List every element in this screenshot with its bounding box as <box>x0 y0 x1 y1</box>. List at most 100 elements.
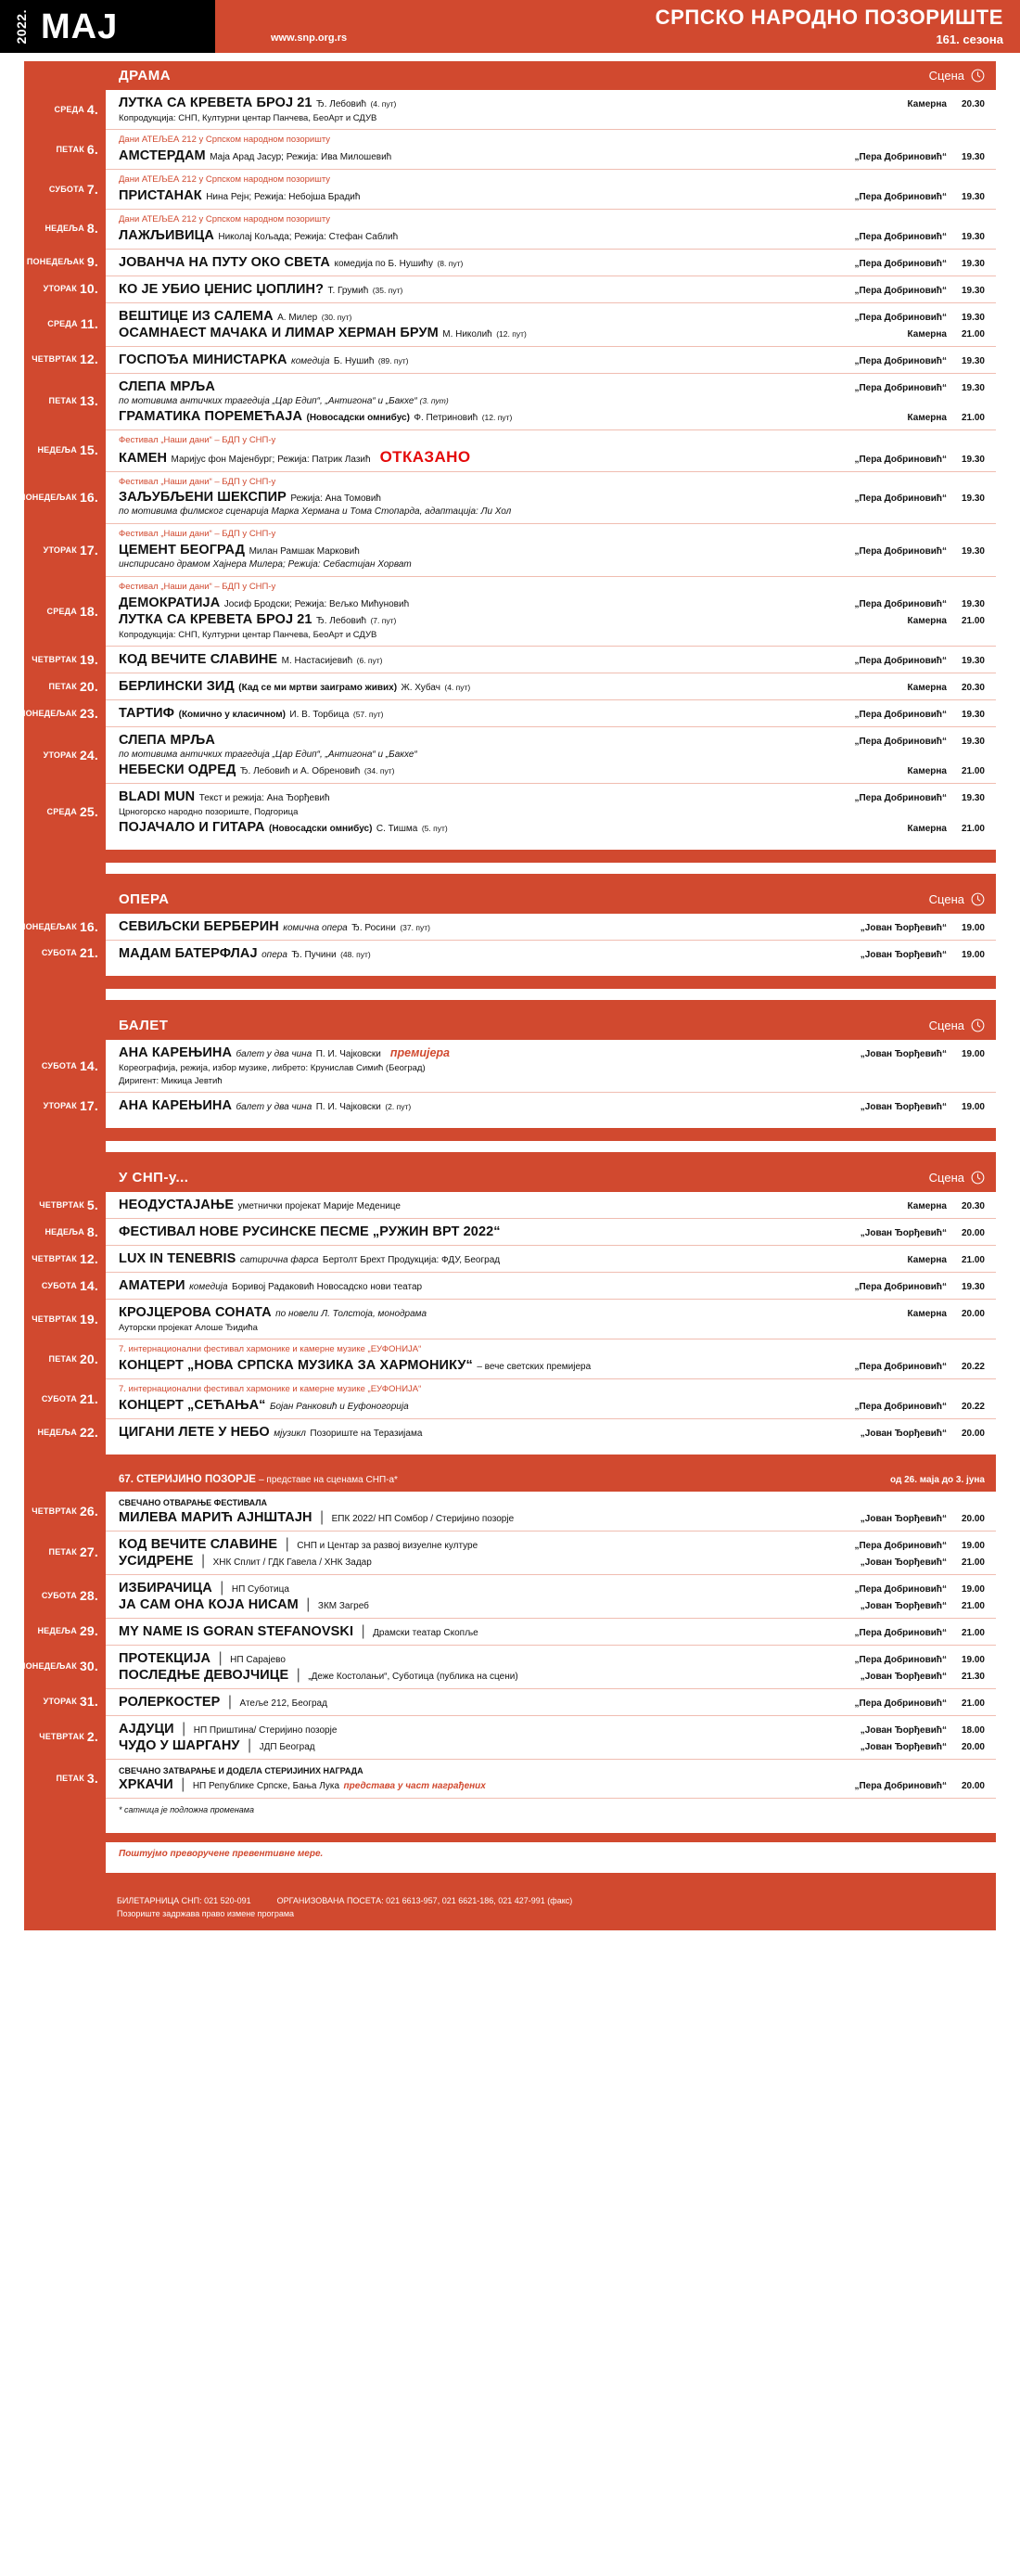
stage-name: „Пера Добриновић“ <box>854 152 947 163</box>
event: MY NAME IS GORAN STEFANOVSKI | Драмски т… <box>119 1623 985 1640</box>
event-title: АНА КАРЕЊИНА <box>119 1098 233 1114</box>
spacer <box>24 839 996 863</box>
performance-count: (89. пут) <box>377 355 409 365</box>
section-title: ОПЕРА <box>119 891 170 907</box>
row-content: LUX IN TENEBRIS сатирична фарса Бертолт … <box>106 1245 996 1273</box>
row-content: Дани АТЕЉЕА 212 у Српском народном позор… <box>106 169 996 209</box>
event-venue-time: „Пера Добриновић“ 19.30 <box>845 710 985 720</box>
row-content: Дани АТЕЉЕА 212 у Српском народном позор… <box>106 208 996 249</box>
event-venue-time: Камерна 20.00 <box>899 1309 985 1319</box>
poster-header: 2022. МАЈ СРПСКО НАРОДНО ПОЗОРИШТЕ www.s… <box>0 0 1020 53</box>
day-number: 6. <box>86 141 98 157</box>
day-number: 16. <box>79 918 98 934</box>
event: ЧУДО У ШАРГАНУ | ЈДП Београд „Јован Ђорђе… <box>119 1737 985 1754</box>
row-content: ПРОТЕКЦИЈА | НП Сарајево „Пера Добриновић… <box>106 1644 996 1688</box>
stage-name: „Пера Добриновић“ <box>854 1282 947 1293</box>
event-venue-time: „Пера Добриновић“ 19.30 <box>845 232 985 242</box>
event-author: Маријус фон Мајенбург; Режија: Патрик Ла… <box>171 454 371 465</box>
date-cell: ПОНЕДЕЉАК 16. <box>19 913 106 940</box>
event-genre: балет у два чина <box>236 1048 312 1059</box>
schedule-row: ПОНЕДЕЉАК 30. ПРОТЕКЦИЈА | НП Сарајево „Пер… <box>19 1644 996 1688</box>
event: СЛЕПА МРЉА „Пера Добриновић“ 19.30 по мотив… <box>119 732 985 762</box>
weekday-label: СУБОТА <box>41 1060 77 1070</box>
event-title: АНА КАРЕЊИНА <box>119 1044 233 1060</box>
website-url[interactable]: www.snp.org.rs <box>271 32 348 45</box>
stage-name: „Пера Добриновић“ <box>854 1654 947 1665</box>
row-content: АЈДУЦИ | НП Приштина/ Стеријино позорје „… <box>106 1714 996 1759</box>
event-title: ЦЕМЕНТ БЕОГРАД <box>119 543 246 558</box>
date-cell: СРЕДА 25. <box>24 783 106 840</box>
performance-count: (7. пут) <box>370 615 397 625</box>
date-cell: СУБОТА 14. <box>24 1039 106 1093</box>
separator: | <box>215 1579 228 1596</box>
weekday-label: СРЕДА <box>46 606 77 616</box>
event-line: ЛАЖЉИВИЦА Николај Кољада; Режија: Стефан… <box>119 227 985 244</box>
scene-text: Сцена <box>928 1018 964 1032</box>
stage-name: „Јован Ђорђевић“ <box>860 1741 947 1752</box>
event-author: уметнички пројекат Марије Меденице <box>237 1201 401 1212</box>
row-content: АНА КАРЕЊИНА балет у два чина П. И. Чајк… <box>106 1092 996 1120</box>
event-description: по мотивима античких трагедија „Цар Едип… <box>119 750 417 761</box>
date-cell: ЧЕТВРТАК 12. <box>24 1245 106 1273</box>
event-main: ХРКАЧИ | НП Републике Српске, Бања Лука … <box>119 1776 845 1793</box>
poster-footer: БИЛЕТАРНИЦА СНП: 021 520-091 ОРГАНИЗОВАН… <box>24 1888 996 1931</box>
event-venue-time: Камерна 21.00 <box>899 1255 985 1265</box>
event-venue-time: „Пера Добриновић“ 19.30 <box>845 546 985 557</box>
event-title: ПОЈАЧАЛО И ГИТАРА <box>119 819 265 835</box>
event: ИЗБИРАЧИЦА | НП Суботица „Пера Добриновић… <box>119 1580 985 1596</box>
event-main: ТАРТИФ (Комично у класичном) И. В. Торби… <box>119 705 845 722</box>
event: КО ЈЕ УБИО ЏЕНИС ЏОПЛИН? Т. Грумић (35. … <box>119 281 985 298</box>
year-label: 2022. <box>14 8 29 45</box>
event-venue-time: Камерна 21.00 <box>899 616 985 626</box>
event-line: СЛЕПА МРЉА „Пера Добриновић“ 19.30 <box>119 732 985 749</box>
event-author: М. Николић <box>442 328 492 340</box>
event-time: 20.22 <box>961 1362 985 1373</box>
date-cell: ПОНЕДЕЉАК 9. <box>24 248 106 276</box>
weekday-label: НЕДЕЉА <box>37 1427 77 1437</box>
covid-notice: Поштујмо преворучене превентивне мере. <box>119 1849 324 1860</box>
event-author: Николај Кољада; Режија: Стефан Саблић <box>218 231 399 242</box>
event-venue-time: „Пера Добриновић“ 19.30 <box>845 383 985 393</box>
weekday-label: УТОРАК <box>43 284 77 294</box>
event-venue-time: „Пера Добриновић“ 19.30 <box>845 493 985 504</box>
date-cell: ПЕТАК 6. <box>24 129 106 170</box>
day-number: 4. <box>86 102 98 118</box>
event: КОД ВЕЧИТЕ СЛАВИНЕ М. Настасијевић (6. п… <box>119 651 985 668</box>
event-line: ГРАМАТИКА ПОРЕМЕЋАЈА (Новосадски омнибус… <box>119 408 985 425</box>
event-time: 21.00 <box>961 412 985 423</box>
event-subtitle: (Кад се ми мртви заиграмо живих) <box>238 683 398 694</box>
event-line: ЧУДО У ШАРГАНУ | ЈДП Београд „Јован Ђорђе… <box>119 1737 985 1754</box>
date-cell <box>24 884 106 914</box>
scene-text: Сцена <box>928 891 964 906</box>
event-line: МАДАМ БАТЕРФЛАЈ опера Ђ. Пучини (48. пут… <box>119 945 985 962</box>
date-cell <box>24 988 106 1011</box>
event: ЦИГАНИ ЛЕТЕ У НЕБО мјузикл Позориште на … <box>119 1424 985 1441</box>
spacer-content <box>106 1445 996 1455</box>
schedule-row: УТОРАК 10. КО ЈЕ УБИО ЏЕНИС ЏОПЛИН? Т. Гру… <box>24 275 996 302</box>
event-venue-time: Камерна 21.00 <box>899 766 985 776</box>
schedule-row: СРЕДА 11. ВЕШТИЦЕ ИЗ САЛЕМА А. Милер (30. … <box>24 301 996 346</box>
event: LUX IN TENEBRIS сатирична фарса Бертолт … <box>119 1250 985 1267</box>
event-time: 21.00 <box>961 1698 985 1709</box>
event-title: ОСАМНАЕСТ МАЧАКА И ЛИМАР ХЕРМАН БРУМ <box>119 325 439 340</box>
spacer-content <box>106 966 996 976</box>
clock-icon <box>971 892 985 905</box>
event-title: ЈА САМ ОНА КОЈА НИСАМ <box>119 1596 299 1612</box>
event-genre: комична опера <box>283 922 348 933</box>
event-line: АМСТЕРДАМ Маја Арад Јасур; Режија: Ива М… <box>119 147 985 164</box>
event-main: УСИДРЕНЕ | ХНК Сплит / ГДК Гавела / ХНК … <box>119 1553 851 1570</box>
event: ПРОТЕКЦИЈА | НП Сарајево „Пера Добриновић… <box>119 1650 985 1667</box>
stage-name: „Пера Добриновић“ <box>854 1362 947 1373</box>
event: УСИДРЕНЕ | ХНК Сплит / ГДК Гавела / ХНК … <box>119 1553 985 1570</box>
performance-count: (48. пут) <box>340 949 371 959</box>
schedule-row: НЕДЕЉА 8. ФЕСТИВАЛ НОВЕ РУСИНСКЕ ПЕСМЕ „РУ… <box>24 1218 996 1246</box>
performance-count: (34. пут) <box>363 766 395 776</box>
event-main: ИЗБИРАЧИЦА | НП Суботица <box>119 1580 845 1596</box>
event-venue-time: „Пера Добриновић“ 21.00 <box>845 1628 985 1638</box>
event-time: 21.00 <box>961 1600 985 1611</box>
stage-name: „Пера Добриновић“ <box>854 1540 947 1551</box>
event-time: 20.30 <box>961 683 985 694</box>
event-main: НЕОДУСТАЈАЊЕ уметнички пројекат Марије М… <box>119 1197 899 1213</box>
notice-content: Поштујмо преворучене превентивне мере. <box>106 1842 996 1866</box>
date-cell <box>24 1163 106 1193</box>
